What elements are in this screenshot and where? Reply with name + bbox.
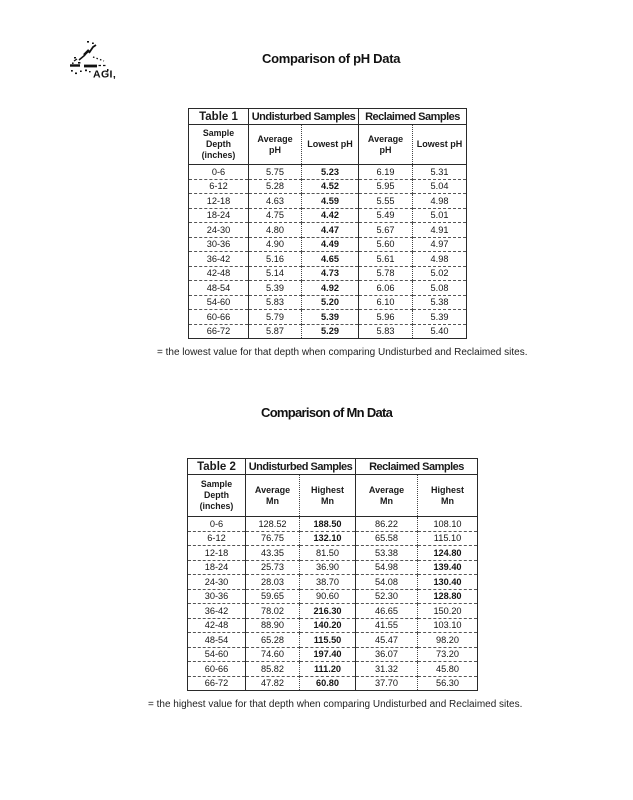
svg-text:AGI,: AGI, — [93, 69, 116, 81]
